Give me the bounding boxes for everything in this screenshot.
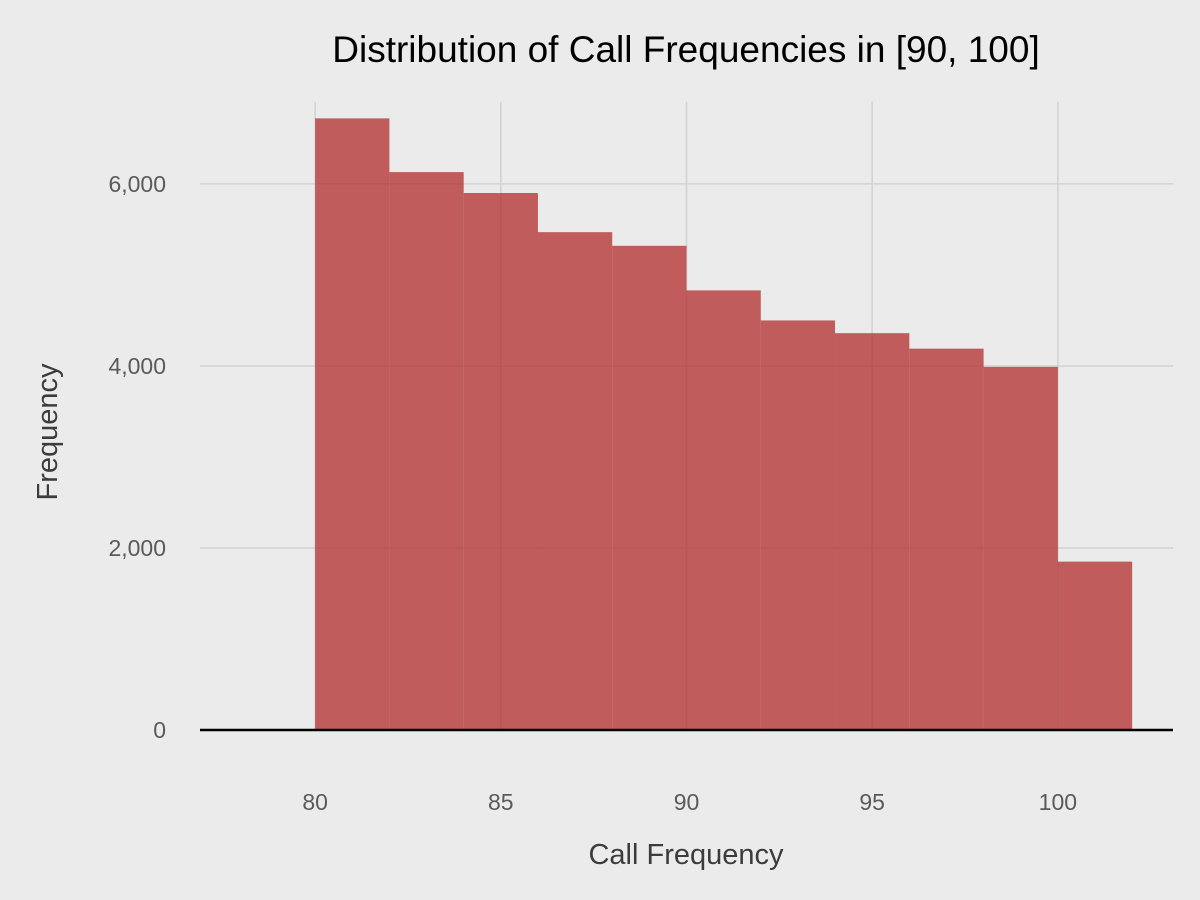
histogram-bar (537, 232, 613, 730)
histogram-bars (315, 118, 1133, 730)
histogram-bar (389, 172, 464, 730)
histogram-bar (835, 333, 910, 730)
x-tick-label: 85 (488, 789, 514, 815)
histogram-bar (315, 118, 390, 730)
histogram-bar (983, 366, 1058, 730)
x-axis-tick-labels: 80 85 90 95 100 (302, 789, 1077, 815)
histogram-bar (686, 290, 761, 730)
y-axis-tick-labels: 0 2,000 4,000 6,000 (108, 171, 166, 743)
y-tick-label: 2,000 (108, 535, 166, 561)
histogram-bar (612, 245, 687, 730)
x-tick-label: 80 (302, 789, 328, 815)
histogram-bar (463, 193, 538, 730)
histogram-bar (760, 320, 836, 730)
histogram-bar (909, 348, 984, 730)
chart-title: Distribution of Call Frequencies in [90,… (332, 29, 1039, 70)
y-axis-label: Frequency (32, 363, 64, 501)
histogram-bar (1057, 561, 1133, 730)
y-tick-label: 4,000 (108, 353, 166, 379)
x-axis-label: Call Frequency (588, 839, 784, 871)
y-tick-label: 6,000 (108, 171, 166, 197)
x-tick-label: 100 (1039, 789, 1077, 815)
y-tick-label: 0 (153, 717, 166, 743)
x-tick-label: 90 (674, 789, 700, 815)
x-tick-label: 95 (859, 789, 885, 815)
